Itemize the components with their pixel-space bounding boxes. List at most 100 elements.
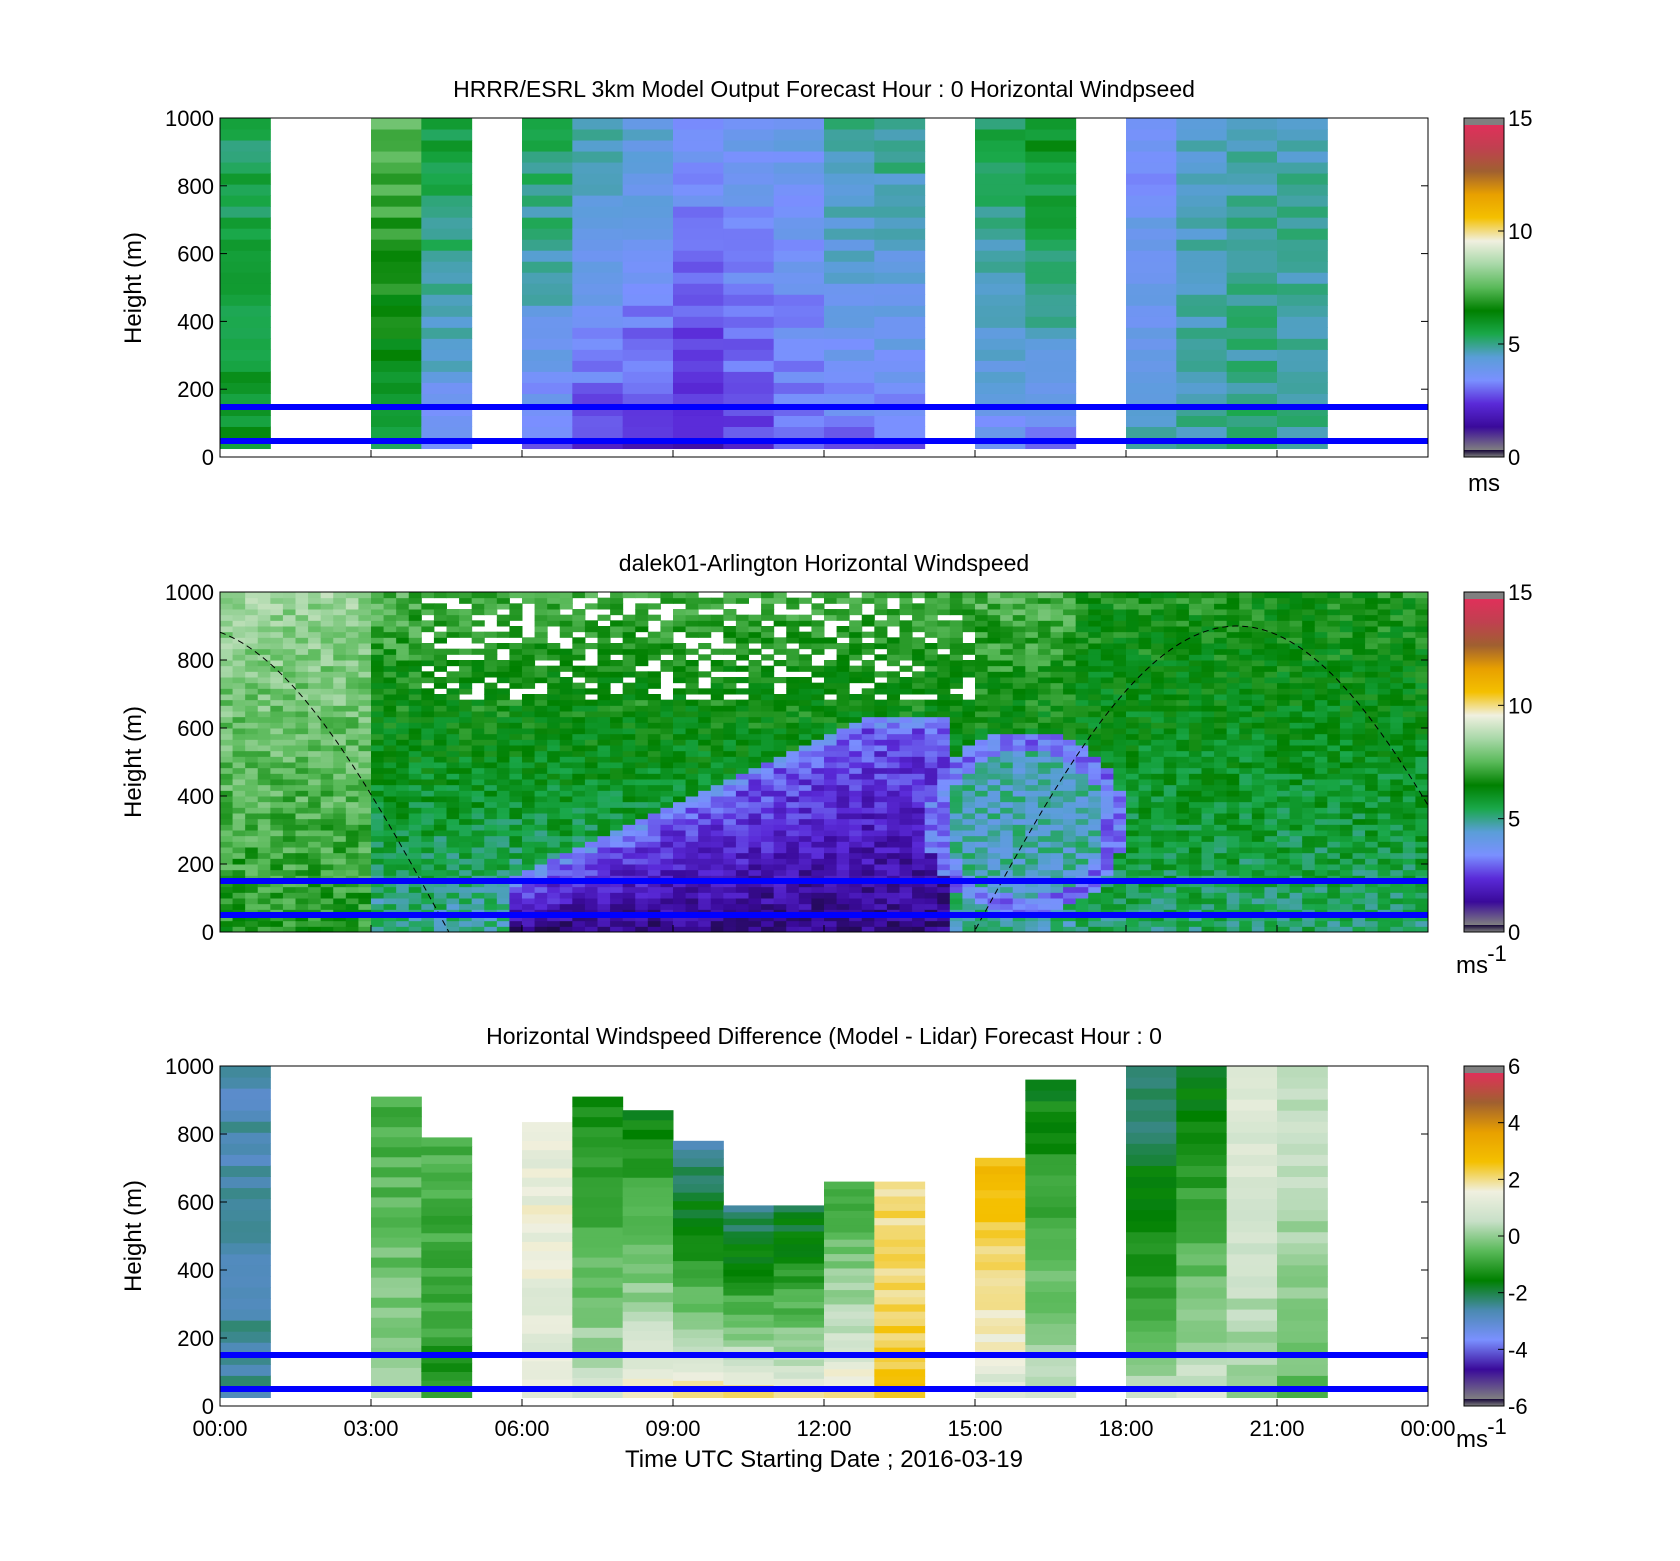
- heatmap-cell: [1000, 835, 1014, 842]
- heatmap-cell: [421, 118, 473, 130]
- heatmap-cell: [257, 643, 271, 650]
- heatmap-cell: [371, 699, 385, 706]
- heatmap-cell: [836, 733, 850, 740]
- heatmap-cell: [673, 813, 687, 820]
- heatmap-cell: [735, 728, 749, 735]
- heatmap-cell: [1138, 915, 1152, 922]
- heatmap-cell: [1088, 750, 1102, 757]
- heatmap-cell: [358, 728, 372, 735]
- heatmap-cell: [710, 915, 724, 922]
- heatmap-cell: [371, 217, 422, 229]
- heatmap-cell: [673, 892, 687, 899]
- heatmap-cell: [496, 705, 510, 712]
- heatmap-cell: [685, 626, 699, 633]
- heatmap-cell: [408, 784, 422, 791]
- heatmap-cell: [635, 603, 649, 610]
- heatmap-cell: [559, 903, 573, 910]
- heatmap-cell: [220, 140, 271, 152]
- heatmap-cell: [912, 626, 926, 633]
- heatmap-cell: [522, 349, 573, 361]
- heatmap-cell: [320, 756, 334, 763]
- heatmap-cell: [509, 920, 523, 927]
- heatmap-cell: [924, 869, 938, 876]
- heatmap-cell: [1025, 660, 1039, 667]
- heatmap-cell: [1176, 665, 1190, 672]
- heatmap-cell: [534, 869, 548, 876]
- heatmap-cell: [786, 722, 800, 729]
- heatmap-cell: [333, 648, 347, 655]
- heatmap-cell: [522, 129, 573, 141]
- heatmap-cell: [761, 592, 775, 599]
- heatmap-cell: [245, 881, 259, 888]
- heatmap-cell: [912, 750, 926, 757]
- heatmap-cell: [723, 801, 737, 808]
- heatmap-cell: [874, 338, 926, 350]
- heatmap-cell: [1012, 818, 1026, 825]
- heatmap-cell: [874, 762, 888, 769]
- heatmap-cell: [1226, 206, 1278, 218]
- heatmap-cell: [735, 597, 749, 604]
- heatmap-cell: [408, 716, 422, 723]
- heatmap-cell: [433, 592, 447, 599]
- heatmap-cell: [610, 722, 624, 729]
- heatmap-cell: [798, 597, 812, 604]
- heatmap-cell: [333, 660, 347, 667]
- heatmap-cell: [1176, 835, 1190, 842]
- heatmap-cell: [798, 756, 812, 763]
- heatmap-cell: [610, 648, 624, 655]
- heatmap-cell: [1100, 597, 1114, 604]
- heatmap-cell: [975, 327, 1026, 339]
- heatmap-cell: [635, 773, 649, 780]
- heatmap-cell: [232, 818, 246, 825]
- heatmap-cell: [735, 881, 749, 888]
- heatmap-cell: [899, 790, 913, 797]
- heatmap-cell: [1100, 643, 1114, 650]
- heatmap-cell: [522, 733, 536, 740]
- heatmap-cell: [232, 597, 246, 604]
- heatmap-cell: [572, 892, 586, 899]
- heatmap-cell: [1025, 864, 1039, 871]
- heatmap-cell: [798, 852, 812, 859]
- heatmap-cell: [937, 592, 951, 599]
- heatmap-cell: [421, 915, 435, 922]
- heatmap-cell: [471, 852, 485, 859]
- heatmap-cell: [509, 898, 523, 905]
- heatmap-cell: [572, 705, 586, 712]
- heatmap-cell: [257, 733, 271, 740]
- heatmap-cell: [534, 767, 548, 774]
- heatmap-cell: [987, 716, 1001, 723]
- heatmap-cell: [383, 705, 397, 712]
- heatmap-cell: [1113, 739, 1127, 746]
- heatmap-cell: [975, 643, 989, 650]
- heatmap-cell: [345, 705, 359, 712]
- heatmap-cell: [534, 903, 548, 910]
- heatmap-cell: [308, 847, 322, 854]
- heatmap-cell: [1000, 790, 1014, 797]
- heatmap-cell: [962, 784, 976, 791]
- heatmap-cell: [408, 807, 422, 814]
- heatmap-cell: [257, 756, 271, 763]
- heatmap-cell: [836, 869, 850, 876]
- heatmap-cell: [786, 813, 800, 820]
- heatmap-cell: [459, 852, 473, 859]
- heatmap-cell: [257, 609, 271, 616]
- heatmap-cell: [622, 415, 674, 427]
- heatmap-cell: [345, 813, 359, 820]
- heatmap-cell: [723, 626, 737, 633]
- heatmap-cell: [522, 360, 573, 372]
- heatmap-cell: [572, 688, 586, 695]
- heatmap-cell: [1188, 660, 1202, 667]
- heatmap-cell: [937, 784, 951, 791]
- heatmap-cell: [232, 864, 246, 871]
- heatmap-cell: [849, 767, 863, 774]
- heatmap-cell: [849, 915, 863, 922]
- heatmap-cell: [584, 841, 598, 848]
- heatmap-cell: [396, 903, 410, 910]
- heatmap-cell: [446, 841, 460, 848]
- heatmap-cell: [924, 767, 938, 774]
- heatmap-cell: [987, 818, 1001, 825]
- heatmap-cell: [333, 739, 347, 746]
- heatmap-cell: [685, 728, 699, 735]
- heatmap-cell: [421, 620, 435, 627]
- heatmap-cell: [811, 756, 825, 763]
